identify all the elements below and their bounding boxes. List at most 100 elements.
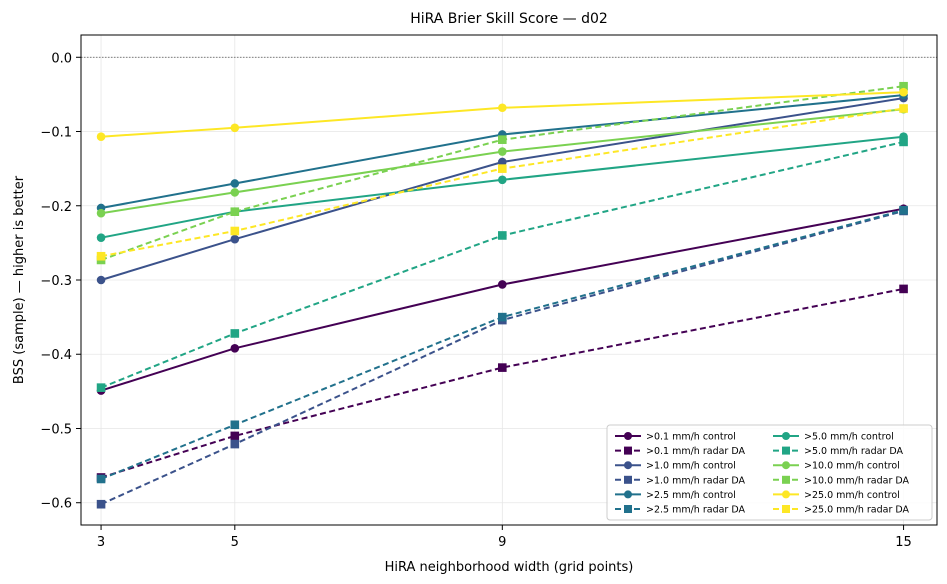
x-tick-label: 3 bbox=[97, 535, 105, 550]
y-tick-label: −0.1 bbox=[40, 126, 72, 141]
data-point bbox=[498, 157, 507, 167]
legend-item: >10.0 mm/h control bbox=[773, 461, 900, 472]
legend-marker bbox=[624, 446, 632, 455]
legend-marker bbox=[782, 432, 790, 440]
data-point bbox=[230, 207, 240, 216]
legend-marker bbox=[624, 490, 632, 499]
series-group bbox=[96, 81, 908, 509]
legend-label: >1.0 mm/h radar DA bbox=[646, 475, 745, 486]
data-point bbox=[899, 205, 908, 215]
y-tick-label: −0.2 bbox=[40, 200, 72, 215]
legend-label: >10.0 mm/h radar DA bbox=[804, 475, 910, 486]
x-tick-label: 5 bbox=[231, 535, 239, 550]
data-point bbox=[230, 234, 240, 244]
data-point bbox=[498, 103, 507, 113]
y-tick-label: −0.6 bbox=[40, 497, 72, 512]
data-point bbox=[96, 499, 106, 509]
data-point bbox=[96, 275, 106, 285]
data-point bbox=[230, 188, 240, 197]
data-point bbox=[498, 280, 507, 289]
y-tick-label: 0.0 bbox=[51, 51, 72, 66]
series-line bbox=[101, 91, 904, 138]
data-point bbox=[498, 147, 507, 156]
data-point bbox=[96, 233, 106, 242]
legend-label: >2.5 mm/h radar DA bbox=[646, 505, 745, 516]
data-point bbox=[96, 383, 106, 392]
x-axis-ticks: 3 5 9 15 bbox=[97, 525, 912, 550]
series-line bbox=[100, 107, 904, 258]
data-point bbox=[899, 137, 908, 147]
legend-label: >5.0 mm/h control bbox=[804, 432, 894, 443]
data-point bbox=[96, 132, 106, 142]
legend-label: >25.0 mm/h radar DA bbox=[804, 505, 910, 516]
data-point bbox=[230, 439, 240, 449]
legend-label: >10.0 mm/h control bbox=[804, 461, 900, 472]
legend-marker bbox=[624, 475, 632, 484]
series-line bbox=[100, 210, 904, 506]
legend-box bbox=[606, 424, 933, 521]
legend-item: >2.5 mm/h control bbox=[615, 490, 736, 501]
y-tick-label: −0.5 bbox=[40, 422, 72, 437]
data-point bbox=[96, 474, 106, 484]
legend-item: >25.0 mm/h control bbox=[773, 490, 900, 501]
data-point bbox=[899, 81, 908, 91]
y-tick-label: −0.4 bbox=[40, 348, 72, 363]
x-tick-label: 15 bbox=[895, 535, 912, 550]
legend-marker bbox=[782, 490, 790, 499]
legend: >0.1 mm/h control >0.1 mm/h radar DA >1.0 … bbox=[606, 424, 933, 521]
x-axis-label: HiRA neighborhood width (grid points) bbox=[385, 560, 634, 575]
y-axis-ticks: 0.0 −0.1 −0.2 −0.3 −0.4 −0.5 −0.6 bbox=[40, 51, 81, 512]
legend-marker bbox=[782, 475, 790, 484]
legend-label: >0.1 mm/h control bbox=[646, 432, 736, 443]
data-point bbox=[230, 329, 240, 338]
legend-label: >2.5 mm/h control bbox=[646, 490, 736, 501]
data-point bbox=[498, 135, 507, 144]
legend-item: >0.1 mm/h radar DA bbox=[615, 446, 745, 457]
series-line bbox=[100, 94, 904, 209]
series-line bbox=[100, 207, 904, 392]
legend-item: >1.0 mm/h radar DA bbox=[615, 475, 745, 486]
series-line bbox=[100, 85, 904, 261]
legend-item: >1.0 mm/h control bbox=[615, 461, 736, 472]
data-point bbox=[230, 226, 240, 236]
data-point bbox=[230, 431, 240, 441]
data-point bbox=[498, 312, 507, 322]
y-tick-label: −0.3 bbox=[40, 274, 72, 289]
legend-marker bbox=[782, 505, 790, 513]
legend-marker bbox=[624, 461, 632, 470]
series-line bbox=[100, 287, 904, 479]
data-point bbox=[498, 164, 507, 173]
legend-marker bbox=[624, 505, 632, 513]
data-point bbox=[498, 231, 507, 240]
x-tick-label: 9 bbox=[498, 535, 506, 550]
series-11 bbox=[96, 87, 908, 142]
legend-label: >25.0 mm/h control bbox=[804, 490, 900, 501]
data-point bbox=[498, 363, 507, 372]
legend-item: >10.0 mm/h radar DA bbox=[773, 475, 910, 486]
legend-marker bbox=[782, 446, 790, 455]
data-point bbox=[899, 284, 908, 294]
legend-label: >5.0 mm/h radar DA bbox=[804, 446, 903, 457]
legend-item: >2.5 mm/h radar DA bbox=[615, 505, 745, 516]
series-line bbox=[100, 209, 904, 480]
data-point bbox=[230, 179, 240, 188]
legend-item: >5.0 mm/h radar DA bbox=[773, 446, 903, 457]
series-line bbox=[100, 135, 904, 239]
legend-marker bbox=[782, 461, 790, 470]
legend-item: >0.1 mm/h control bbox=[615, 432, 736, 443]
legend-item: >25.0 mm/h radar DA bbox=[773, 505, 910, 516]
chart-title: HiRA Brier Skill Score — d02 bbox=[410, 11, 608, 27]
data-point bbox=[230, 344, 240, 353]
data-point bbox=[230, 123, 240, 133]
series-8 bbox=[96, 137, 908, 392]
y-axis-label: BSS (sample) — higher is better bbox=[12, 175, 27, 384]
series-6 bbox=[96, 205, 908, 484]
series-line bbox=[100, 108, 904, 215]
series-line bbox=[100, 140, 904, 389]
data-point bbox=[498, 175, 507, 185]
data-point bbox=[899, 104, 908, 113]
data-point bbox=[96, 208, 106, 218]
data-point bbox=[230, 420, 240, 430]
legend-item: >5.0 mm/h control bbox=[773, 432, 894, 443]
